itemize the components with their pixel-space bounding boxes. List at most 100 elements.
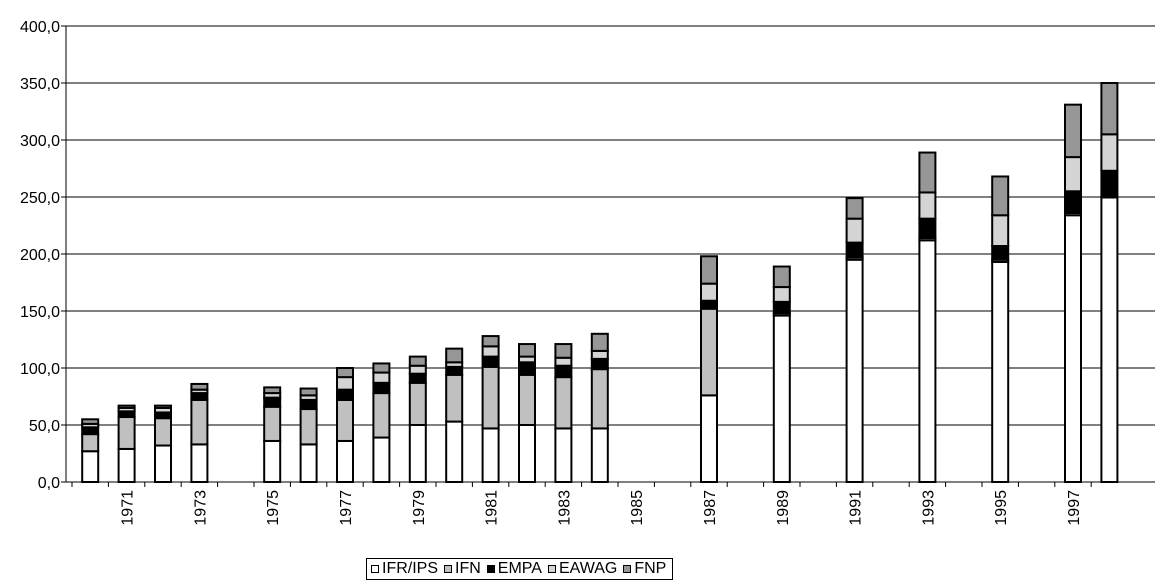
bar-segment (1064, 156, 1082, 193)
y-tick-label: 200,0 (20, 247, 60, 264)
legend-label: EAWAG (558, 560, 618, 577)
x-tick-label: 1995 (993, 490, 1010, 526)
x-tick-labels: 1971 1973 1975 1977 1979 1981 1983 1985 1987 1989… (71, 482, 1092, 526)
x-tick-label: 1997 (1066, 490, 1083, 526)
bar-segment (408, 372, 427, 384)
bar-segment (408, 364, 427, 375)
bar-segment (1100, 82, 1119, 136)
x-tick-label: 1987 (702, 490, 719, 526)
bar-segment (918, 217, 937, 240)
bar-segment (372, 371, 391, 384)
bar-segment (518, 361, 536, 376)
y-tick-labels: 0,0 50,0 100,0 150,0 200,0 250,0 300,0 350,0 400… (20, 19, 66, 492)
bar-segment (554, 364, 573, 379)
bar-segment (299, 387, 318, 397)
y-tick-label: 300,0 (20, 133, 60, 150)
legend-item: FNP (623, 560, 666, 578)
bar-segment (845, 217, 864, 244)
bar-segment (372, 362, 391, 374)
bar-segment (590, 332, 609, 352)
x-tick-label: 1975 (265, 490, 282, 526)
legend-swatch (371, 565, 379, 573)
bar-segment (263, 396, 282, 408)
y-tick-label: 400,0 (20, 19, 60, 36)
bar-segment (117, 404, 136, 409)
legend-item: IFR/IPS (371, 560, 438, 578)
bar-segment (1064, 190, 1082, 214)
bar-segment (481, 427, 500, 484)
bar-segment (154, 444, 172, 483)
bar-segment (554, 343, 573, 359)
bar-segment (772, 314, 791, 483)
bar-segment (336, 388, 354, 401)
y-tick-label: 250,0 (20, 190, 60, 207)
bar-segment (445, 420, 464, 483)
y-tick-label: 100,0 (20, 361, 60, 378)
legend-swatch (486, 565, 495, 573)
bar-segment (700, 299, 718, 310)
bar-segment (299, 443, 318, 484)
bar-segment (190, 392, 209, 401)
x-tick-label: 1993 (920, 490, 937, 526)
bar-segment (445, 365, 464, 376)
bar-segment (772, 300, 791, 315)
bar-segment (991, 245, 1010, 261)
legend-item: EAWAG (547, 560, 618, 578)
bar-segment (154, 417, 172, 447)
bar-segment (481, 345, 500, 358)
bar-segment (518, 373, 536, 426)
bar-segment (263, 405, 282, 442)
bar-segment (1100, 196, 1119, 483)
x-tick-label: 1977 (338, 490, 355, 526)
bar-segment (518, 424, 536, 483)
bar-segment (845, 241, 864, 259)
bar-segment (81, 418, 100, 425)
bar-segment (336, 398, 354, 442)
legend-label: IFN (455, 560, 481, 577)
bar-segment (154, 404, 172, 409)
x-tick-label: 1985 (629, 490, 646, 526)
bar-segment (445, 347, 464, 364)
y-tick-label: 50,0 (29, 418, 60, 435)
gridlines (66, 25, 1155, 426)
bar-segment (190, 443, 209, 484)
bar-segment (481, 335, 500, 348)
bar-segment (408, 381, 427, 427)
bar-segment (518, 343, 536, 358)
bar-segment (1064, 214, 1082, 484)
bar-segment (263, 439, 282, 483)
bar-segment (700, 255, 718, 285)
x-tick-label: 1981 (484, 490, 501, 526)
bar-segment (590, 368, 609, 430)
legend-swatch (547, 565, 556, 573)
bar-segment (81, 433, 100, 453)
legend-item: EMPA (486, 560, 542, 578)
bar-segment (81, 426, 100, 436)
legend-item: IFN (444, 560, 481, 578)
bar-segment (590, 349, 609, 360)
bar-segment (554, 356, 573, 367)
bar-segment (408, 424, 427, 483)
bar-segment (336, 367, 354, 379)
bar-segment (190, 398, 209, 446)
legend-label: FNP (634, 560, 667, 577)
bar-segment (481, 355, 500, 368)
bar-segment (117, 447, 136, 484)
legend-swatch (623, 565, 632, 573)
bar-segment (1100, 133, 1119, 172)
bar-segment (772, 265, 791, 289)
legend-label: EMPA (497, 560, 542, 577)
x-tick-label: 1989 (775, 490, 792, 526)
bar-segment (991, 175, 1010, 217)
bar-segment (845, 197, 864, 220)
bar-segment (991, 260, 1010, 484)
x-tick-label: 1971 (120, 490, 137, 526)
bar-segment (81, 450, 100, 484)
bar-segment (372, 381, 391, 395)
bar-segment (408, 355, 427, 367)
x-tick-label: 1973 (192, 490, 209, 526)
bars (81, 82, 1119, 484)
x-tick-label: 1991 (848, 490, 865, 526)
bar-segment (590, 427, 609, 484)
